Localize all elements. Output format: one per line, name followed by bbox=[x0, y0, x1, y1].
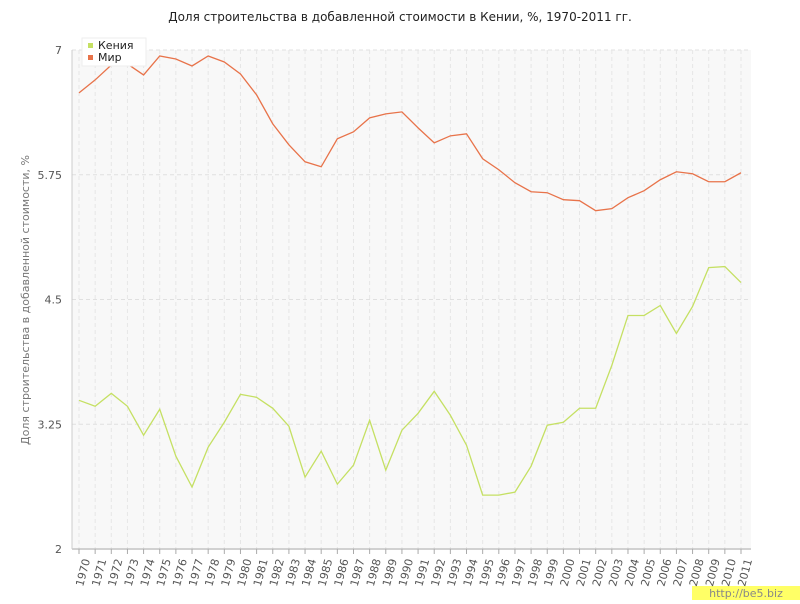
chart-title: Доля строительства в добавленной стоимос… bbox=[168, 10, 632, 24]
watermark: http://be5.biz bbox=[709, 587, 783, 600]
legend-box bbox=[81, 37, 147, 67]
y-tick-label: 2 bbox=[55, 543, 62, 556]
y-tick-label: 5.75 bbox=[38, 169, 63, 182]
legend-label: Кения bbox=[98, 39, 134, 52]
y-tick-label: 7 bbox=[55, 44, 62, 57]
series-line bbox=[78, 55, 742, 212]
y-axis-label: Доля строительства в добавленной стоимос… bbox=[19, 155, 32, 445]
legend-swatch bbox=[88, 43, 93, 48]
y-tick-label: 3.25 bbox=[38, 418, 63, 431]
y-tick-label: 4.5 bbox=[45, 294, 63, 307]
legend-swatch bbox=[88, 55, 93, 60]
series-line bbox=[78, 265, 742, 496]
watermark-bg bbox=[692, 586, 800, 600]
legend-label: Мир bbox=[98, 51, 122, 64]
